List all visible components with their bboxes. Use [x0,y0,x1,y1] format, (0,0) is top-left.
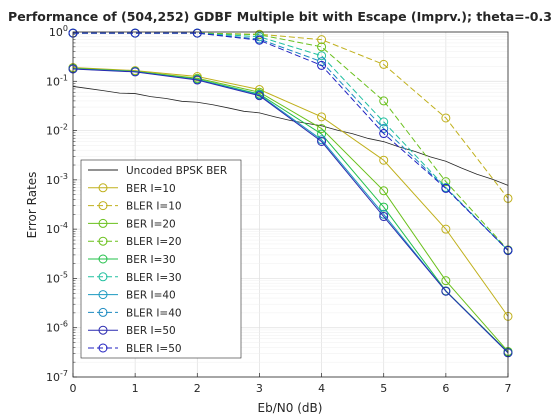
legend-label: BER I=10 [126,183,176,195]
x-tick-label: 6 [442,382,449,395]
data-point [254,85,264,95]
legend-marker [98,201,108,211]
data-point [254,32,264,42]
data-point [317,35,327,45]
y-tick-label: 10-5 [46,270,68,285]
data-point [379,129,389,139]
data-point [192,28,202,38]
legend-label: BER I=20 [126,218,176,230]
data-point [317,60,327,70]
data-point [317,42,327,52]
legend: Uncoded BPSK BER BER I=10 BLER I=10 BER I=2… [80,159,242,359]
legend-marker [98,290,108,300]
legend-label: BLER I=50 [126,343,182,355]
data-point [254,91,264,101]
legend-label: BER I=40 [126,290,176,302]
y-tick-label: 100 [49,24,68,39]
y-tick-label: 10-7 [46,369,68,384]
x-axis: 0 1 2 3 4 5 6 7 [70,373,512,395]
data-point [441,224,451,234]
x-tick-label: 3 [256,382,263,395]
data-point [379,155,389,165]
x-tick-label: 1 [132,382,139,395]
y-tick-label: 10-4 [46,221,68,236]
data-point [379,117,389,127]
data-point [317,51,327,61]
data-point [379,186,389,196]
data-point [441,286,451,296]
legend-label: BER I=30 [126,254,176,266]
data-point [379,96,389,106]
legend-marker [98,343,108,353]
legend-marker [98,254,108,264]
data-point [192,75,202,85]
y-tick-label: 10-3 [46,172,68,187]
series-line-10 [73,32,509,251]
data-point [317,129,327,139]
x-tick-label: 4 [318,382,325,395]
data-point [130,28,140,38]
legend-marker [98,218,108,228]
legend-marker [98,307,108,317]
data-point [441,276,451,286]
legend-label: BER I=50 [126,325,176,337]
legend-marker [98,183,108,193]
legend-marker [98,325,108,335]
series-line-9 [72,68,509,354]
data-point [317,137,327,147]
plot-frame [72,31,509,378]
data-point [379,124,389,134]
data-point [441,183,451,193]
data-point [254,35,264,45]
legend-label: BLER I=30 [126,272,182,284]
data-point [441,177,451,187]
legend-label: Uncoded BPSK BER [126,165,227,177]
legend-label: BLER I=10 [126,201,182,213]
data-point [379,212,389,222]
x-tick-label: 0 [70,382,77,395]
y-axis-label: Error Rates [25,172,39,239]
series-line-1 [72,67,509,317]
data-point [441,113,451,123]
legend-label: BLER I=40 [126,307,182,319]
chart-title: Performance of (504,252) GDBF Multiple b… [8,9,552,24]
legend-marker [98,272,108,282]
x-tick-label: 5 [380,382,387,395]
data-point [317,124,327,134]
y-tick-label: 10-6 [46,320,68,335]
x-axis-label: Eb/N0 (dB) [258,401,323,415]
legend-marker [98,236,108,246]
y-tick-label: 10-1 [46,73,68,88]
legend-label: BLER I=20 [126,236,182,248]
y-tick-label: 10-2 [46,123,68,138]
x-tick-label: 7 [505,382,512,395]
data-point [379,209,389,219]
y-axis: 10-7 10-6 10-5 10-4 10-3 10-2 10-1 100 [46,24,77,384]
data-point [379,59,389,69]
data-point [130,67,140,77]
x-tick-label: 2 [194,382,201,395]
series-line-0 [72,86,509,186]
data-point [317,112,327,122]
data-point [379,202,389,212]
